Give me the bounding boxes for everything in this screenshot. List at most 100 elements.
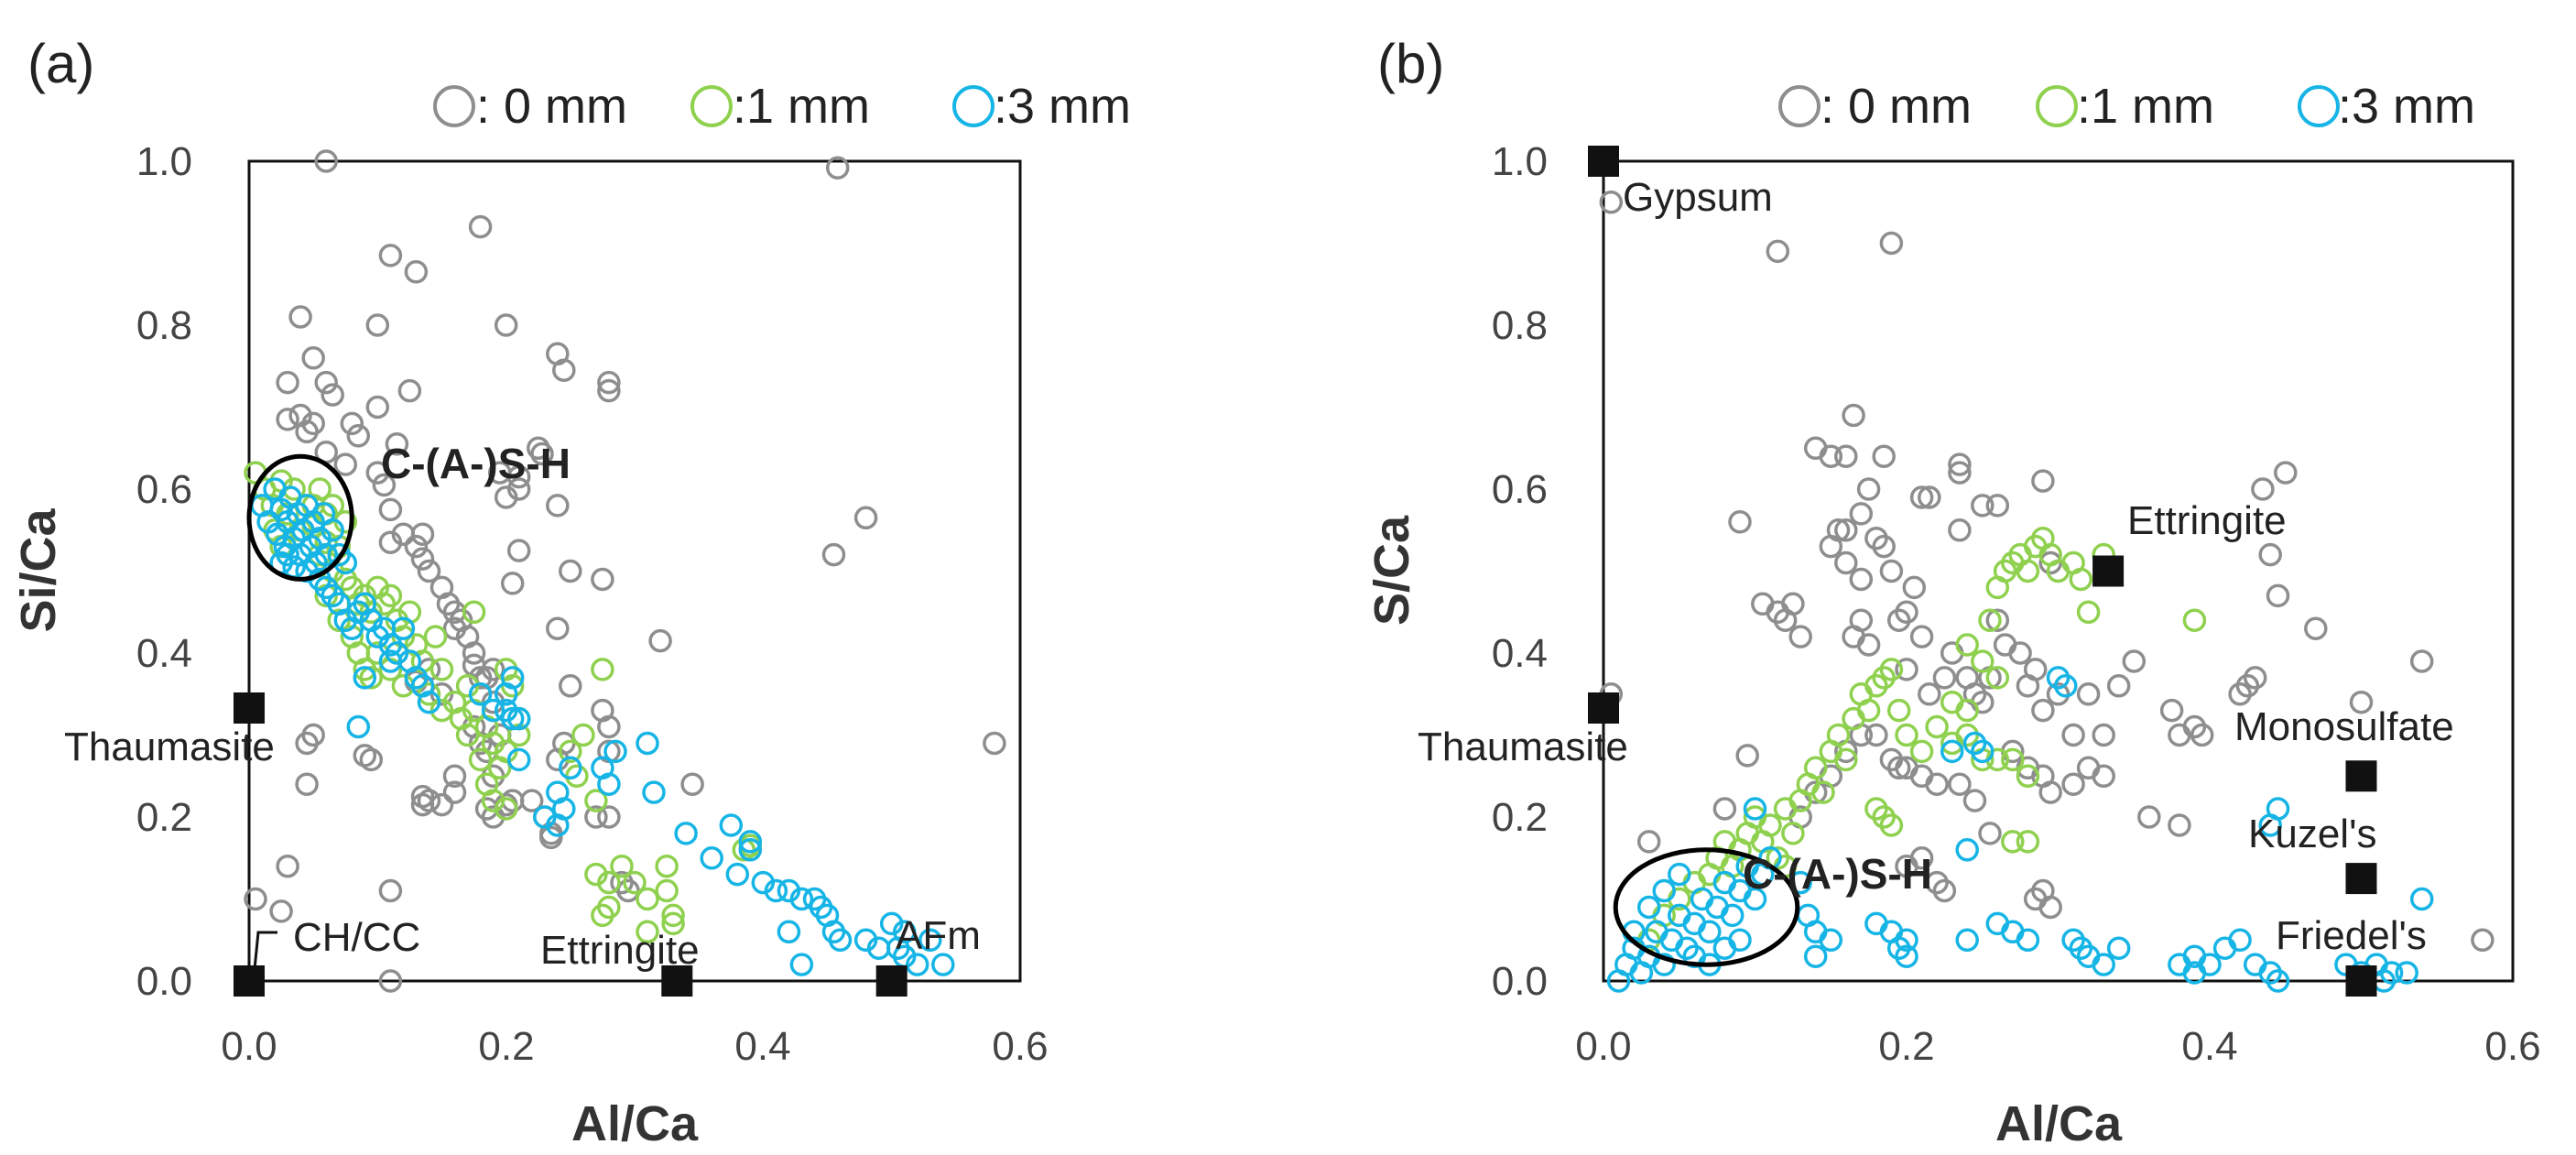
ref-label-kuzels: Kuzel's [2248, 812, 2376, 856]
legend-a-marker-1mm [690, 85, 733, 127]
data-point-0-mm [1712, 797, 1737, 821]
data-point-0-mm [2251, 477, 2275, 501]
data-point-1-mm [610, 854, 634, 878]
data-point-0-mm [1925, 772, 1949, 796]
data-point-3-mm [559, 756, 582, 780]
data-point-0-mm [2092, 764, 2115, 789]
data-point-3-mm [931, 953, 955, 976]
csh-region-b [1613, 847, 1800, 967]
data-point-0-mm [680, 772, 704, 796]
data-point-0-mm [1895, 658, 1918, 681]
reference-markers-b [1588, 146, 2377, 997]
data-point-0-mm [2122, 649, 2147, 673]
data-point-1-mm [584, 862, 608, 887]
y-tick-label: 0.2 [136, 795, 192, 840]
data-point-0-mm [2076, 682, 2101, 706]
data-point-0-mm [1962, 789, 1987, 812]
data-point-0-mm [1766, 239, 1790, 264]
data-point-0-mm [340, 411, 364, 436]
data-point-0-mm [597, 378, 621, 403]
y-tick-label: 0.2 [1492, 795, 1548, 840]
legend-a-label-1mm: :1 mm [733, 79, 870, 134]
data-point-1-mm [655, 854, 679, 878]
data-point-1-mm [597, 895, 621, 920]
ref-label-monosulfate: Monosulfate [2234, 704, 2454, 749]
ref-label-ettringite-b: Ettringite [2127, 498, 2287, 543]
data-point-0-mm [2168, 813, 2191, 837]
data-point-0-mm [378, 244, 403, 267]
data-point-0-mm [1872, 444, 1896, 468]
data-point-1-mm [1978, 608, 2002, 632]
data-point-3-mm [468, 682, 493, 706]
x-tick-label: 0.4 [734, 1024, 790, 1069]
legend-b: : 0 mm :1 mm :3 mm [1778, 79, 2475, 134]
data-point-0-mm [539, 825, 563, 850]
legend-b-marker-0mm [1778, 85, 1821, 127]
data-point-1-mm [591, 658, 614, 681]
data-point-3-mm [1652, 953, 1676, 976]
data-point-3-mm [1955, 928, 1979, 953]
legend-b-label-3mm: :3 mm [2338, 79, 2475, 134]
data-point-3-mm [1955, 838, 1979, 862]
data-point-1-mm [2001, 830, 2025, 854]
data-point-3-mm [2092, 953, 2115, 976]
data-point-1-mm [359, 666, 384, 690]
reference-marker-ettringite [2092, 555, 2125, 587]
data-point-3-mm [1743, 887, 1767, 911]
data-point-3-mm [1743, 797, 1767, 821]
data-point-0-mm [494, 485, 518, 509]
legend-a-label-3mm: :3 mm [994, 79, 1131, 134]
data-point-1-mm [2069, 567, 2093, 592]
data-point-1-mm [1803, 756, 1828, 780]
data-point-1-mm [636, 887, 659, 911]
data-point-0-mm [372, 473, 397, 497]
data-point-1-mm [2182, 608, 2207, 632]
data-point-0-mm [546, 616, 570, 640]
data-point-0-mm [2038, 895, 2062, 920]
data-point-0-mm [1948, 518, 1972, 542]
data-point-0-mm [365, 461, 390, 485]
x-tick-label: 0.2 [478, 1024, 534, 1069]
panel-a: (a) : 0 mm :1 mm :3 mm 0.0 0.2 0.4 0.6 0… [11, 33, 1131, 1151]
data-point-1-mm [1856, 698, 1881, 723]
data-point-1-mm [559, 739, 582, 764]
data-point-0-mm [365, 395, 390, 420]
data-point-0-mm [1932, 878, 1957, 903]
data-point-3-mm [738, 838, 763, 862]
data-point-3-mm [2228, 928, 2252, 953]
data-point-0-mm [1834, 444, 1858, 468]
data-point-0-mm [552, 358, 576, 382]
data-point-1-mm [2016, 559, 2040, 583]
data-point-3-mm [1668, 862, 1691, 887]
data-point-0-mm [1849, 502, 1874, 526]
data-point-1-mm [661, 911, 685, 936]
data-point-0-mm [365, 313, 390, 337]
data-point-0-mm [2092, 723, 2115, 747]
data-point-0-mm [506, 539, 531, 562]
data-point-0-mm [494, 313, 518, 337]
legend-a-marker-0mm [433, 85, 475, 127]
data-point-0-mm [1948, 772, 1972, 796]
data-point-3-mm [642, 780, 666, 804]
data-point-3-mm [2266, 797, 2290, 821]
data-point-3-mm [700, 846, 723, 870]
data-point-1-mm [584, 789, 608, 812]
data-point-3-mm [1895, 928, 1918, 953]
data-point-0-mm [2349, 690, 2374, 714]
data-point-0-mm [404, 534, 429, 559]
data-point-0-mm [1735, 744, 1759, 768]
data-point-1-mm [2001, 747, 2025, 772]
data-point-1-mm [2076, 600, 2101, 625]
x-tick-labels-a: 0.0 0.2 0.4 0.6 [221, 1024, 1048, 1069]
data-point-0-mm [410, 522, 435, 546]
ref-label-gypsum: Gypsum [1623, 175, 1773, 220]
x-tick-label: 0.0 [221, 1024, 277, 1069]
data-point-0-mm [2038, 780, 2062, 804]
y-tick-label: 0.0 [1492, 959, 1548, 1004]
data-point-0-mm [1849, 608, 1874, 632]
y-tick-label: 0.6 [1492, 467, 1548, 512]
data-point-0-mm [2008, 641, 2032, 665]
data-point-3-mm [378, 649, 403, 673]
data-points-a [244, 149, 1006, 993]
data-point-0-mm [1872, 534, 1896, 559]
